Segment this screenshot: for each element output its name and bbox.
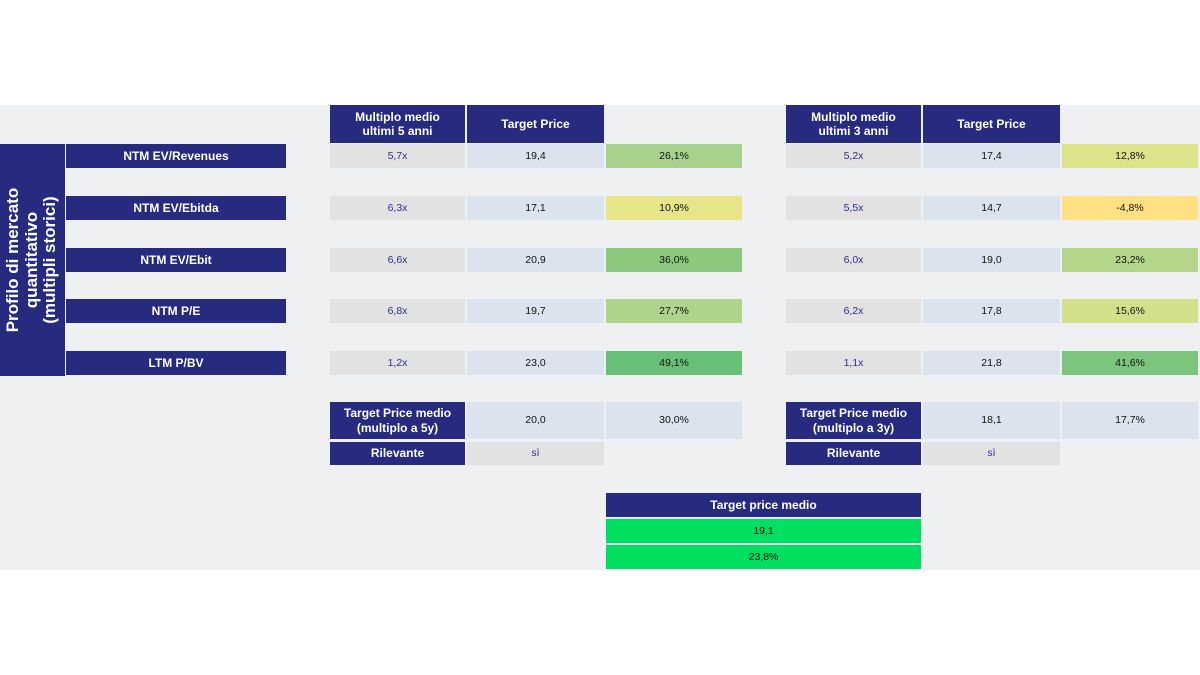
summary-5y-relevant-value: sì <box>467 442 604 465</box>
metric-label: NTM P/E <box>66 299 286 323</box>
upside-5y: 49,1% <box>606 351 742 375</box>
metric-label: NTM EV/Ebitda <box>66 196 286 220</box>
multiple-5y: 6,8x <box>330 299 465 323</box>
upside-3y: 41,6% <box>1062 351 1198 375</box>
final-target-price-header: Target price medio <box>606 493 921 517</box>
upside-5y: 10,9% <box>606 196 742 220</box>
header-multiple-3y: Multiplo medio ultimi 3 anni <box>786 105 921 143</box>
summary-3y-percent: 17,7% <box>1062 402 1198 439</box>
target-price-5y: 19,7 <box>467 299 604 323</box>
multiple-5y: 6,3x <box>330 196 465 220</box>
target-price-5y: 17,1 <box>467 196 604 220</box>
header-multiple-5y: Multiplo medio ultimi 5 anni <box>330 105 465 143</box>
upside-3y: 15,6% <box>1062 299 1198 323</box>
multiple-5y: 1,2x <box>330 351 465 375</box>
target-price-3y: 14,7 <box>923 196 1060 220</box>
target-price-3y: 17,8 <box>923 299 1060 323</box>
metric-label: NTM EV/Revenues <box>66 144 286 168</box>
summary-3y-target-price: 18,1 <box>923 402 1060 439</box>
summary-3y-relevant-label: Rilevante <box>786 442 921 465</box>
multiple-3y: 5,5x <box>786 196 921 220</box>
side-label: Profilo di mercato quantitativo (multipl… <box>3 187 60 333</box>
side-label-box: Profilo di mercato quantitativo (multipl… <box>0 144 65 376</box>
upside-3y: -4,8% <box>1062 196 1198 220</box>
target-price-5y: 23,0 <box>467 351 604 375</box>
summary-5y-percent: 30,0% <box>606 402 742 439</box>
target-price-3y: 21,8 <box>923 351 1060 375</box>
header-target-price-5y: Target Price <box>467 105 604 143</box>
multiple-3y: 6,0x <box>786 248 921 272</box>
final-target-price-percent: 23,8% <box>606 545 921 569</box>
target-price-5y: 19,4 <box>467 144 604 168</box>
final-target-price-value: 19,1 <box>606 519 921 543</box>
header-target-price-3y: Target Price <box>923 105 1060 143</box>
upside-3y: 12,8% <box>1062 144 1198 168</box>
upside-5y: 27,7% <box>606 299 742 323</box>
target-price-3y: 17,4 <box>923 144 1060 168</box>
summary-3y-relevant-value: sì <box>923 442 1060 465</box>
multiple-5y: 5,7x <box>330 144 465 168</box>
metric-label: LTM P/BV <box>66 351 286 375</box>
multiple-3y: 6,2x <box>786 299 921 323</box>
multiple-3y: 5,2x <box>786 144 921 168</box>
metric-label: NTM EV/Ebit <box>66 248 286 272</box>
summary-5y-relevant-label: Rilevante <box>330 442 465 465</box>
target-price-5y: 20,9 <box>467 248 604 272</box>
summary-5y-label: Target Price medio (multiplo a 5y) <box>330 402 465 439</box>
upside-3y: 23,2% <box>1062 248 1198 272</box>
upside-5y: 36,0% <box>606 248 742 272</box>
multiple-5y: 6,6x <box>330 248 465 272</box>
target-price-3y: 19,0 <box>923 248 1060 272</box>
valuation-panel <box>0 105 1200 570</box>
summary-3y-label: Target Price medio (multiplo a 3y) <box>786 402 921 439</box>
summary-5y-target-price: 20,0 <box>467 402 604 439</box>
multiple-3y: 1,1x <box>786 351 921 375</box>
upside-5y: 26,1% <box>606 144 742 168</box>
